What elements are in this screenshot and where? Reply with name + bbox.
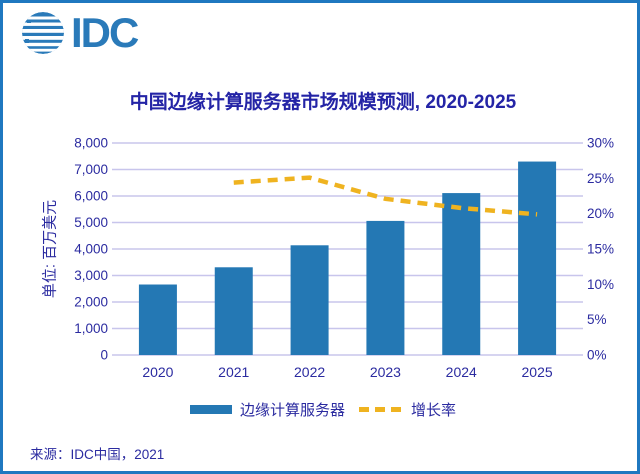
dashed-line-swatch <box>359 407 403 412</box>
right-axis-tick-label: 10% <box>587 277 614 292</box>
right-axis-tick-label: 15% <box>587 242 614 257</box>
x-axis-label-2024: 2024 <box>446 364 477 380</box>
left-axis-tick-label: 3,000 <box>74 268 108 283</box>
idc-globe-icon <box>22 12 64 54</box>
idc-logo-text: IDC <box>71 9 139 56</box>
left-axis-tick-label: 1,000 <box>74 321 108 336</box>
x-axis-label-2020: 2020 <box>142 364 173 380</box>
x-axis-label-2022: 2022 <box>294 364 325 380</box>
left-axis-tick-label: 4,000 <box>74 242 108 257</box>
bar-2024 <box>442 193 481 355</box>
bar-2023 <box>366 220 405 355</box>
chart-legend: 边缘计算服务器 增长率 <box>3 399 637 420</box>
legend-item-servers: 边缘计算服务器 <box>189 399 345 420</box>
x-axis-label-2025: 2025 <box>522 364 553 380</box>
bar-2022 <box>290 245 329 355</box>
idc-logo: IDC <box>21 9 139 56</box>
bar-2025 <box>518 161 557 355</box>
left-axis-tick-label: 6,000 <box>74 189 108 204</box>
legend-item-growth: 增长率 <box>359 399 456 420</box>
chart-canvas: 0 1,000 2,000 3,000 4,000 5,000 6,000 7,000 8,00… <box>74 136 614 381</box>
bar-2021 <box>214 267 253 355</box>
right-axis-tick-label: 25% <box>587 171 614 186</box>
left-axis-tick-label: 7,000 <box>74 162 108 177</box>
right-axis-tick-label: 30% <box>587 136 614 151</box>
bar-2020 <box>138 284 177 355</box>
left-axis-tick-label: 5,000 <box>74 215 108 230</box>
bar-series-swatch <box>189 405 232 414</box>
source-note: 来源：IDC中国，2021 <box>30 447 165 462</box>
right-axis-tick-label: 5% <box>587 312 607 327</box>
x-axis-label-2021: 2021 <box>218 364 249 380</box>
left-axis-tick-label: 8,000 <box>74 136 108 151</box>
legend-label-servers: 边缘计算服务器 <box>239 402 345 419</box>
chart-title: 中国边缘计算服务器市场规模预测, 2020-2025 <box>129 92 517 113</box>
y-axis-title: 单位: 百万美元 <box>41 199 59 299</box>
growth-rate-line <box>233 175 538 217</box>
left-axis-tick-label: 0 <box>100 348 108 363</box>
left-axis-tick-label: 2,000 <box>74 295 108 310</box>
right-axis-tick-label: 20% <box>587 206 614 221</box>
x-axis-label-2023: 2023 <box>370 364 401 380</box>
right-axis-tick-label: 0% <box>587 348 607 363</box>
legend-label-growth: 增长率 <box>411 402 457 419</box>
